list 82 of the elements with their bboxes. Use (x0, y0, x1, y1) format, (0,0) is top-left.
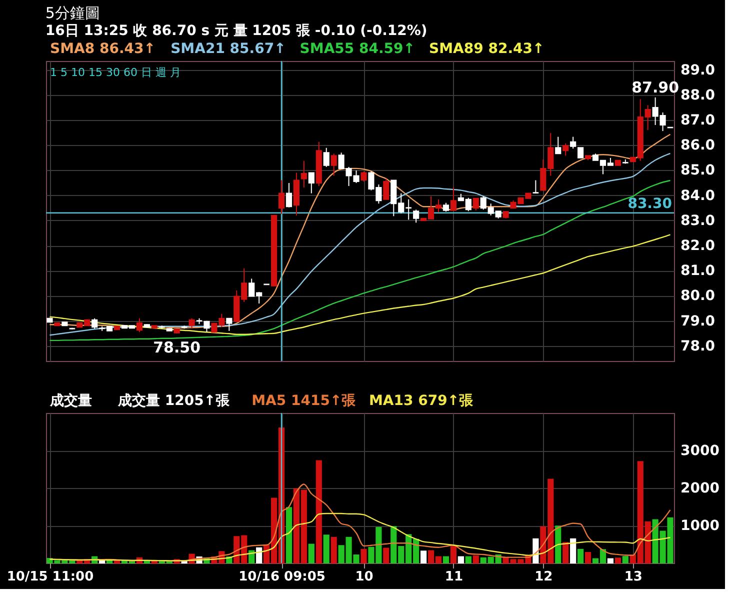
candlestick (578, 147, 584, 158)
candlestick (188, 318, 195, 330)
line-series (49, 512, 671, 562)
bar (256, 547, 262, 564)
x-tick-label: 13 (624, 570, 642, 584)
bar (420, 550, 427, 564)
bar (578, 548, 584, 564)
bar (458, 556, 464, 564)
candlestick (555, 136, 562, 154)
text: SMA8 86.43↑ (50, 41, 156, 57)
bar (442, 556, 450, 564)
candlestick (323, 147, 330, 168)
annotation: 87.90 (632, 78, 680, 96)
bar (465, 556, 472, 564)
bar (308, 544, 314, 564)
bar (286, 507, 292, 564)
candlestick (286, 182, 292, 208)
ref-line-label: 83.30 (628, 196, 672, 212)
candlestick (360, 170, 367, 182)
x-tick-label: 10/15 11:00 (6, 570, 94, 584)
bar (99, 560, 106, 564)
candlestick (532, 180, 539, 194)
y-tick-label: 88.0 (680, 87, 716, 104)
bar (584, 552, 592, 564)
candlestick (413, 209, 420, 224)
candlestick (278, 180, 285, 214)
candlestick (330, 153, 337, 176)
bar (472, 555, 479, 564)
candlestick (472, 198, 479, 211)
line-series (49, 234, 671, 335)
candlestick (570, 136, 576, 150)
y-tick-label: 87.0 (680, 112, 716, 128)
bar (330, 536, 337, 564)
legend-title: 成交量 (49, 392, 92, 409)
candlestick (383, 178, 390, 200)
text: MA5 1415↑張 (252, 393, 357, 409)
bar (316, 460, 322, 564)
bar (106, 560, 113, 564)
bar (607, 558, 614, 564)
candlestick (308, 172, 314, 194)
chart-subtitle: 16日 13:25 收 86.70 s 元 量 1205 張 -0.10 (-0.12%) (45, 23, 428, 39)
y-tick-label: 85.0 (680, 162, 716, 179)
x-tick-label: 10/16 09:05 (238, 570, 326, 584)
y-tick-label: 2000 (680, 480, 720, 496)
y-tick-label: 83.0 (680, 212, 716, 229)
y-tick-label: 79.0 (680, 313, 716, 330)
bar (323, 534, 330, 564)
y-tick-label: 78.0 (680, 338, 716, 354)
bar (360, 548, 367, 564)
x-tick-label: 12 (534, 570, 553, 584)
y-tick-label: 81.0 (680, 263, 716, 280)
bar (622, 556, 628, 564)
text: MA13 679↑張 (369, 393, 474, 409)
candlestick (450, 187, 456, 211)
candlestick (136, 318, 142, 333)
y-tick-label: 84.0 (680, 188, 716, 204)
x-tick-label: 11 (444, 570, 463, 584)
text: SMA89 82.43↑ (429, 41, 544, 57)
y-tick-label: 89.0 (680, 62, 716, 78)
bar (450, 546, 456, 564)
candlestick (562, 142, 569, 156)
bar (614, 558, 621, 564)
candlestick (300, 160, 307, 188)
bar (570, 538, 576, 564)
text: SMA21 85.67↑ (170, 41, 286, 57)
bar (383, 548, 390, 564)
annotation: 1 5 10 15 30 60 日 週 月 (50, 66, 181, 79)
y-tick-label: 80.0 (680, 288, 716, 304)
bar (562, 542, 569, 564)
y-tick-label: 3000 (680, 443, 720, 459)
x-tick-label: 10 (355, 570, 374, 584)
y-tick-label: 86.0 (680, 138, 716, 154)
bar (555, 526, 562, 564)
y-tick-label: 82.0 (680, 238, 716, 254)
annotation: 78.50 (153, 338, 201, 356)
chart-title: 5分鐘圖 (45, 4, 100, 22)
candlestick (226, 318, 232, 332)
y-tick-label: 1000 (680, 518, 720, 534)
text: SMA55 84.59↑ (300, 41, 416, 57)
text: 成交量 1205↑張 (117, 392, 231, 409)
candlestick (92, 318, 98, 330)
line-series (49, 180, 671, 342)
